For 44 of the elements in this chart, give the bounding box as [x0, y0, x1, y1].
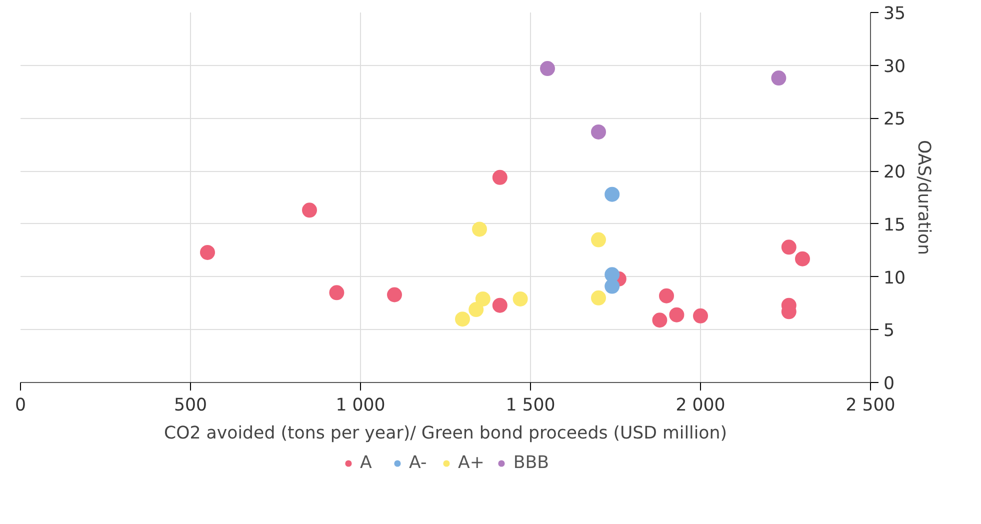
point	[492, 298, 508, 313]
point	[795, 251, 810, 266]
y-tick-label: 5	[884, 321, 895, 342]
point	[540, 61, 555, 76]
point	[659, 288, 674, 304]
point	[604, 186, 620, 202]
x-tick-label: 2 000	[676, 396, 726, 416]
legend-label: BBB	[513, 453, 550, 473]
x-tick-label: 1 000	[336, 396, 386, 416]
y-tick-label: 35	[884, 4, 906, 24]
point	[472, 222, 487, 237]
point	[591, 124, 606, 140]
x-tick-label: 0	[14, 396, 26, 416]
point	[302, 202, 317, 218]
point	[329, 285, 344, 300]
legend-label: A-	[408, 453, 428, 473]
point	[492, 170, 508, 185]
point	[693, 308, 708, 324]
y-tick-label: 30	[884, 56, 906, 77]
y-tick-label: 20	[884, 162, 906, 183]
y-tick-label: 10	[884, 268, 906, 288]
y-axis-title: OAS/duration	[914, 140, 934, 255]
y-tick-label: 25	[884, 110, 906, 130]
x-tick-label: 2 500	[846, 396, 896, 416]
legend-label: A+	[458, 453, 484, 473]
point	[475, 292, 490, 306]
point	[387, 287, 402, 302]
y-tick-label: 0	[884, 374, 895, 394]
point	[771, 70, 786, 86]
x-axis-title: CO2 avoided (tons per year)/ Green bond proceeds (USD million)	[164, 424, 728, 444]
y-tick-label: 15	[884, 215, 906, 236]
point	[455, 312, 470, 327]
x-tick-label: 500	[174, 396, 208, 416]
x-tick-label: 1 500	[506, 396, 556, 416]
point	[669, 307, 684, 322]
legend-label: A	[360, 453, 373, 473]
point	[591, 290, 606, 306]
point	[604, 278, 620, 294]
point	[468, 302, 484, 318]
point	[591, 232, 606, 248]
point	[781, 240, 796, 255]
point	[652, 312, 668, 328]
point	[512, 292, 528, 306]
point	[200, 244, 215, 260]
